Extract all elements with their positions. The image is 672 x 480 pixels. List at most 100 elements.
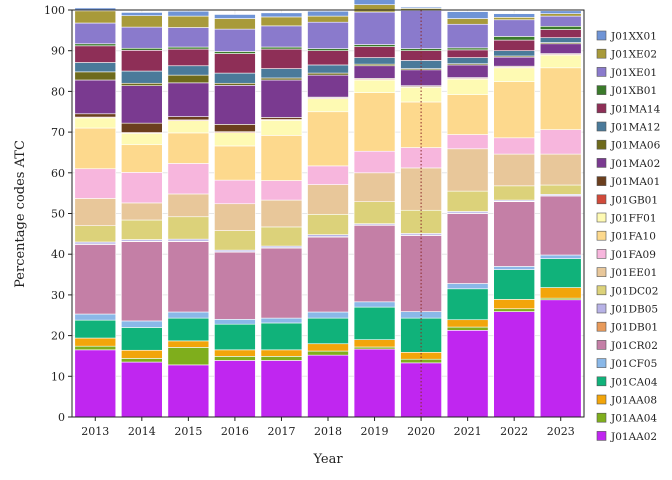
plot-area: [72, 0, 584, 418]
x-tick-label: 2016: [221, 425, 249, 438]
bar-segment-j01ff01-2022: [493, 67, 535, 82]
legend-swatch-j01xb01: [596, 85, 607, 95]
legend-label-j01aa02: J01AA02: [610, 431, 657, 443]
bar-segment-j01ma02-2023: [539, 43, 582, 54]
bar-segment-j01cr02-2017: [260, 247, 303, 319]
legend-swatch-j01ma06: [596, 139, 607, 150]
bar-segment-j01cf05-2019: [353, 301, 396, 308]
legend-label-j01gb01: J01GB01: [610, 194, 658, 206]
bar-segment-j01cf05-2017: [260, 317, 303, 324]
legend-swatch-j01aa08: [596, 394, 607, 405]
bar-segment-j01ca04-2016: [214, 323, 256, 351]
legend-label-j01xe01: J01XE01: [610, 67, 657, 79]
bar-segment-j01aa04-2015: [167, 347, 210, 366]
bar-segment-j01ca04-2013: [74, 319, 117, 339]
bar-segment-j01xe02-2016: [214, 18, 256, 30]
bar-segment-j01dc02-2022: [493, 185, 535, 201]
bar-segment-j01ma14-2016: [214, 53, 256, 74]
bar-segment-j01aa04-2013: [74, 345, 117, 351]
bar-segment-j01dc02-2021: [446, 190, 489, 212]
y-tick-label: 100: [44, 4, 65, 17]
legend-swatch-j01db05: [596, 303, 607, 314]
legend-swatch-j01fa10: [596, 230, 607, 241]
bar-segment-j01ca04-2014: [121, 327, 163, 351]
bar-segment-j01ma12-2015: [167, 65, 210, 76]
bar-segment-j01xb01-2017: [260, 46, 303, 50]
legend-swatch-j01xe01: [596, 67, 607, 77]
bar-segment-j01xx01-2022: [493, 13, 535, 18]
bar-segment-j01cf05-2013: [74, 313, 117, 321]
bar-segment-j01ma12-2017: [260, 68, 303, 79]
x-tick-label: 2013: [81, 425, 109, 438]
x-tick-label: 2021: [454, 425, 482, 438]
legend-label-j01ma12: J01MA12: [610, 122, 660, 134]
bar-segment-j01dc02-2017: [260, 226, 303, 247]
bar-segment-j01dc02-2013: [74, 225, 117, 243]
bar-segment-j01aa08-2013: [74, 337, 117, 347]
bar-segment-j01xe01-2022: [493, 19, 535, 37]
bar-segment-j01xe01-2018: [307, 21, 349, 49]
y-tick-label: 20: [51, 330, 65, 343]
bar-segment-j01xe01-2023: [539, 15, 582, 27]
bar-segment-j01ma14-2021: [446, 49, 489, 58]
legend-label-j01ma01: J01MA01: [610, 176, 660, 188]
bar-segment-j01ma02-2016: [214, 85, 256, 125]
legend-label-j01cf05: J01CF05: [610, 358, 657, 370]
bar-segment-j01cr02-2019: [353, 225, 396, 303]
bar-segment-j01ff01-2013: [74, 117, 117, 129]
bar-segment-j01fa10-2014: [121, 144, 163, 173]
bar-segment-j01ma02-2014: [121, 85, 163, 124]
bar-segment-j01xe01-2019: [353, 11, 396, 45]
bar-segment-j01fa09-2021: [446, 134, 489, 150]
bar-segment-j01cf05-2023: [539, 254, 582, 259]
bar-segment-j01fa10-2019: [353, 92, 396, 152]
y-tick-label: 70: [51, 126, 65, 139]
bar-segment-j01fa10-2016: [214, 145, 256, 181]
bar-segment-j01xe01-2021: [446, 23, 489, 49]
x-tick-label: 2023: [547, 425, 575, 438]
bar-segment-j01ma12-2014: [121, 70, 163, 84]
bar-segment-j01aa02-2022: [493, 311, 535, 418]
bar-segment-j01xe02-2015: [167, 15, 210, 28]
bar-segment-j01aa08-2016: [214, 349, 256, 357]
bar-segment-j01ee01-2014: [121, 202, 163, 221]
legend-swatch-j01ca04: [596, 376, 607, 387]
legend-swatch-j01ma12: [596, 121, 607, 132]
bar-segment-j01ma01-2017: [260, 117, 303, 120]
legend-label-j01aa08: J01AA08: [610, 395, 657, 407]
legend-swatch-j01aa02: [596, 431, 607, 441]
bar-segment-j01ee01-2018: [307, 184, 349, 215]
bar-segment-j01aa02-2015: [167, 364, 210, 418]
bar-segment-j01aa02-2021: [446, 330, 489, 418]
bar-segment-j01fa09-2013: [74, 168, 117, 199]
bar-segment-j01ma14-2019: [353, 46, 396, 58]
bar-segment-j01ma01-2015: [167, 116, 210, 121]
bar-segment-j01xe02-2023: [539, 13, 582, 17]
legend-label-j01ma02: J01MA02: [610, 158, 660, 170]
bar-segment-j01xe01-2014: [121, 26, 163, 49]
bar-segment-j01ma02-2018: [307, 74, 349, 98]
bar-segment-j01ff01-2019: [353, 79, 396, 93]
bar-segment-j01cf05-2015: [167, 311, 210, 319]
bar-segment-j01xe02-2022: [493, 17, 535, 21]
bar-segment-j01fa09-2015: [167, 163, 210, 195]
bar-segment-j01aa02-2017: [260, 360, 303, 418]
bar-segment-j01ee01-2013: [74, 198, 117, 227]
legend-label-j01xe02: J01XE02: [610, 49, 657, 61]
bar-segment-j01fa09-2018: [307, 165, 349, 185]
legend-swatch-j01xe02: [596, 48, 607, 59]
bar-segment-j01cr02-2013: [74, 244, 117, 315]
legend-label-j01xx01: J01XX01: [610, 31, 657, 43]
bar-segment-j01xb01-2015: [167, 46, 210, 50]
bar-segment-j01cf05-2014: [121, 320, 163, 328]
bar-segment-j01ma12-2016: [214, 72, 256, 84]
bar-segment-j01ma12-2023: [539, 37, 582, 43]
y-tick-label: 0: [58, 411, 65, 424]
bar-segment-j01aa08-2018: [307, 343, 349, 352]
bar-segment-j01db05-2018: [307, 234, 349, 237]
bar-segment-j01ma01-2014: [121, 122, 163, 133]
bar-segment-j01xe01-2015: [167, 27, 210, 48]
bar-segment-j01ff01-2023: [539, 54, 582, 69]
bar-segment-j01fa10-2023: [539, 67, 582, 130]
x-tick-label: 2018: [314, 425, 342, 438]
